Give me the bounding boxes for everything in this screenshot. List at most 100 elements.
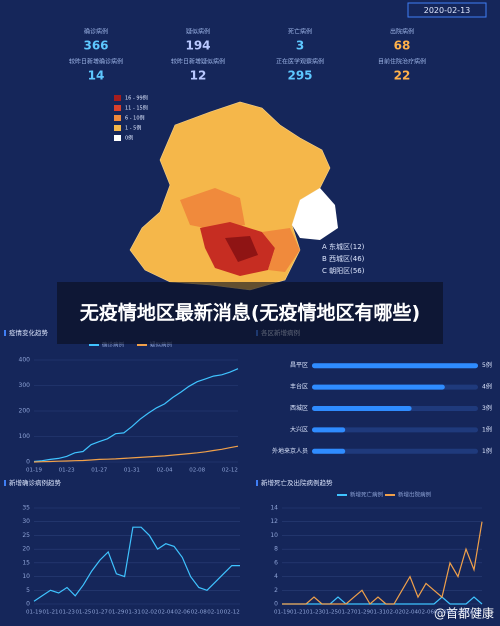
bar bbox=[312, 427, 346, 433]
y-tick-label: 外地来京人员 bbox=[272, 447, 308, 455]
y-tick-label: 200 bbox=[19, 408, 31, 415]
district-label: A 东城区(12) bbox=[322, 242, 365, 251]
legend-label: 1 - 5例 bbox=[125, 125, 141, 132]
y-tick-label: 2 bbox=[274, 587, 278, 594]
line-series bbox=[33, 445, 239, 463]
legend-label: 疑似病例 bbox=[150, 341, 173, 349]
stat-label: 正在医学观察病例 bbox=[276, 58, 324, 66]
stat-value: 295 bbox=[287, 69, 312, 83]
y-tick-label: 6 bbox=[274, 559, 278, 566]
x-tick-label: 02-08 bbox=[191, 610, 207, 616]
district-label: C 朝阳区(56) bbox=[322, 266, 365, 275]
x-tick-label: 02-12 bbox=[224, 610, 240, 616]
stat-value: 12 bbox=[190, 69, 207, 83]
y-tick-label: 14 bbox=[270, 505, 278, 512]
stat-value: 3 bbox=[296, 39, 304, 53]
y-tick-label: 丰台区 bbox=[290, 383, 308, 391]
legend-label: 11 - 15例 bbox=[125, 105, 148, 112]
stat-value: 194 bbox=[185, 39, 210, 53]
map bbox=[129, 101, 338, 291]
stat-label: 目前住院治疗病例 bbox=[378, 58, 426, 66]
legend-swatch bbox=[114, 125, 121, 131]
map-area bbox=[225, 236, 258, 262]
value-label: 4例 bbox=[482, 383, 492, 391]
legend-label: 6 - 10例 bbox=[125, 115, 145, 122]
map-area bbox=[180, 188, 245, 230]
y-tick-label: 12 bbox=[270, 518, 278, 525]
legend-swatch bbox=[114, 115, 121, 121]
y-tick-label: 100 bbox=[19, 433, 31, 440]
x-tick-label: 01-31 bbox=[370, 610, 386, 616]
line-series bbox=[282, 596, 483, 605]
x-tick-label: 01-19 bbox=[26, 468, 42, 474]
y-tick-label: 0 bbox=[26, 601, 30, 608]
x-tick-label: 02-08 bbox=[434, 610, 450, 616]
stat-label: 确诊病例 bbox=[84, 28, 108, 36]
value-label: 3例 bbox=[482, 404, 492, 412]
y-tick-label: 400 bbox=[19, 357, 31, 364]
y-tick-label: 5 bbox=[26, 587, 30, 594]
bar-track bbox=[312, 448, 478, 454]
x-tick-label: 01-23 bbox=[59, 468, 75, 474]
x-tick-label: 02-08 bbox=[189, 468, 205, 474]
x-tick-label: 01-31 bbox=[125, 610, 141, 616]
stat-label: 疑似病例 bbox=[186, 28, 210, 36]
x-tick-label: 02-10 bbox=[450, 610, 466, 616]
y-tick-label: 昌平区 bbox=[290, 362, 308, 369]
y-tick-label: 0 bbox=[274, 601, 278, 608]
x-tick-label: 01-21 bbox=[42, 610, 58, 616]
x-tick-label: 01-27 bbox=[92, 610, 108, 616]
stat-value: 14 bbox=[88, 69, 105, 83]
title-marker bbox=[4, 480, 6, 486]
y-tick-label: 10 bbox=[270, 532, 278, 539]
x-tick-label: 01-23 bbox=[306, 610, 322, 616]
y-tick-label: 西城区 bbox=[290, 405, 308, 412]
y-tick-label: 4 bbox=[274, 573, 278, 580]
x-tick-label: 02-02 bbox=[141, 610, 157, 616]
x-tick-label: 01-25 bbox=[75, 610, 91, 616]
x-tick-label: 01-29 bbox=[108, 610, 124, 616]
legend-label: 0例 bbox=[125, 135, 133, 142]
value-label: 5例 bbox=[482, 361, 492, 369]
stat-value: 68 bbox=[394, 39, 411, 53]
value-label: 1例 bbox=[482, 447, 492, 455]
stat-label: 死亡病例 bbox=[288, 28, 312, 36]
watermark: @首都健康 bbox=[434, 606, 494, 621]
legend-swatch bbox=[114, 135, 121, 141]
chart-title: 新增确诊病例趋势 bbox=[9, 478, 62, 487]
x-tick-label: 01-27 bbox=[91, 468, 107, 474]
x-tick-label: 02-04 bbox=[158, 610, 174, 616]
x-tick-label: 01-31 bbox=[124, 468, 140, 474]
legend-label: 新增出院病例 bbox=[398, 491, 432, 499]
stat-value: 22 bbox=[394, 69, 411, 83]
bar bbox=[312, 406, 412, 411]
date: 2020-02-13 bbox=[424, 6, 471, 15]
x-tick-label: 02-04 bbox=[402, 610, 418, 616]
title-marker bbox=[256, 480, 258, 486]
legend-label: 16 - 99例 bbox=[125, 95, 148, 102]
x-tick-label: 02-12 bbox=[222, 468, 238, 474]
title-marker bbox=[4, 330, 6, 336]
line-series bbox=[33, 526, 240, 602]
stat-label: 较昨日新增疑似病例 bbox=[171, 58, 225, 66]
stat-label: 较昨日新增确诊病例 bbox=[69, 58, 123, 66]
legend-swatch bbox=[114, 105, 121, 111]
x-tick-label: 01-27 bbox=[338, 610, 354, 616]
y-tick-label: 30 bbox=[22, 518, 30, 525]
y-tick-label: 10 bbox=[22, 573, 30, 580]
map-area bbox=[262, 228, 300, 272]
x-tick-label: 01-29 bbox=[354, 610, 370, 616]
x-tick-label: 02-06 bbox=[418, 610, 434, 616]
map-area bbox=[292, 188, 338, 240]
district-label: B 西城区(46) bbox=[322, 255, 365, 263]
x-tick-label: 01-25 bbox=[322, 610, 338, 616]
x-tick-label: 02-04 bbox=[157, 468, 173, 474]
bar bbox=[312, 448, 346, 454]
bar bbox=[312, 384, 445, 390]
date-box bbox=[407, 2, 487, 18]
y-tick-label: 20 bbox=[22, 546, 30, 553]
x-tick-label: 01-23 bbox=[59, 610, 75, 616]
x-tick-label: 02-12 bbox=[466, 610, 482, 616]
x-tick-label: 01-21 bbox=[290, 610, 306, 616]
